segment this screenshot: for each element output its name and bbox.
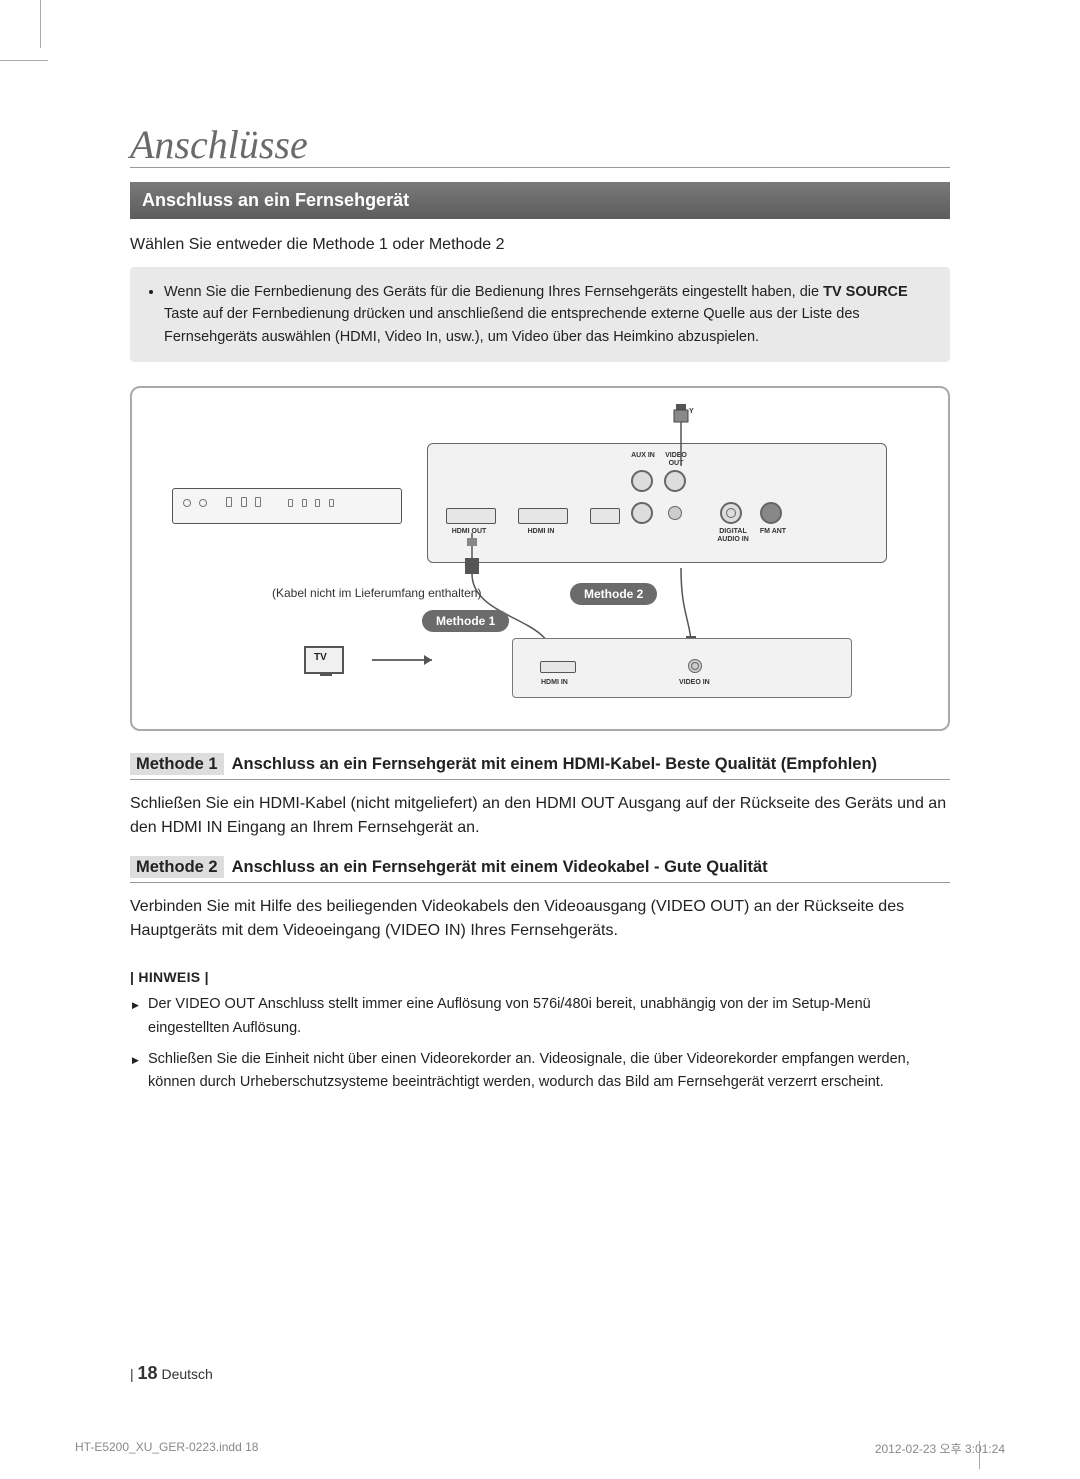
label-digital: DIGITAL AUDIO IN	[711, 528, 755, 543]
print-file: HT-E5200_XU_GER-0223.indd 18	[75, 1440, 258, 1457]
port-fm	[760, 502, 782, 524]
note-item: Schließen Sie die Einheit nicht über ein…	[130, 1048, 950, 1094]
method1-title: Anschluss an ein Fernsehgerät mit einem …	[232, 755, 877, 773]
device-front	[172, 488, 402, 524]
section-bar: Anschluss an ein Fernsehgerät	[130, 182, 950, 219]
port-hdmi-in	[518, 508, 568, 524]
port-video-out	[664, 470, 686, 492]
svg-text:Y: Y	[689, 408, 694, 415]
print-stamp: 2012-02-23 오후 3:01:24	[875, 1440, 1005, 1457]
method1-tag: Methode 1	[130, 753, 224, 775]
footer-sep: |	[130, 1366, 134, 1382]
device-rear: AUX IN VIDEO OUT HDMI OUT HDMI IN DIGITA…	[427, 443, 887, 563]
note-item: Der VIDEO OUT Anschluss stellt immer ein…	[130, 993, 950, 1039]
note-label: | HINWEIS |	[130, 969, 950, 985]
page-number: 18	[138, 1363, 158, 1383]
print-footer: HT-E5200_XU_GER-0223.indd 18 2012-02-23 …	[75, 1440, 1005, 1457]
label-hdmi-in: HDMI IN	[518, 528, 564, 536]
label-hdmi-out: HDMI OUT	[444, 528, 494, 536]
crop-mark	[0, 60, 48, 61]
method2-tag: Methode 2	[130, 856, 224, 878]
cable-plug-top: Y	[662, 402, 702, 444]
crop-mark	[979, 1441, 980, 1469]
tip-box: Wenn Sie die Fernbedienung des Geräts fü…	[130, 267, 950, 362]
method2-pill: Methode 2	[570, 583, 657, 605]
port-digital	[720, 502, 742, 524]
chapter-title: Anschlüsse	[130, 125, 950, 168]
method2-title: Anschluss an ein Fernsehgerät mit einem …	[232, 858, 768, 876]
port-aux2	[631, 502, 653, 524]
port-aux	[631, 470, 653, 492]
method2-heading: Methode 2 Anschluss an ein Fernsehgerät …	[130, 858, 950, 883]
footer-lang: Deutsch	[161, 1366, 212, 1382]
tv-video-port	[688, 659, 702, 673]
tv-hdmi-port	[540, 661, 576, 673]
port-hdmi-extra	[590, 508, 620, 524]
note-list: Der VIDEO OUT Anschluss stellt immer ein…	[130, 993, 950, 1094]
port-hdmi-out	[446, 508, 496, 524]
method1-heading: Methode 1 Anschluss an ein Fernsehgerät …	[130, 755, 950, 780]
label-video-out: VIDEO OUT	[660, 452, 692, 467]
cable-note: (Kabel nicht im Lieferumfang enthalten)	[272, 586, 481, 600]
method1-pill: Methode 1	[422, 610, 509, 632]
crop-mark	[40, 0, 41, 48]
intro-text: Wählen Sie entweder die Methode 1 oder M…	[130, 233, 950, 257]
tv-video-label: VIDEO IN	[679, 679, 710, 686]
page: Anschlüsse Anschluss an ein Fernsehgerät…	[0, 0, 1080, 1479]
page-footer: | 18 Deutsch	[130, 1363, 213, 1384]
method2-body: Verbinden Sie mit Hilfe des beiliegenden…	[130, 895, 950, 943]
label-aux-in: AUX IN	[630, 452, 656, 460]
port-small	[668, 506, 682, 520]
tv-hdmi-label: HDMI IN	[541, 679, 568, 686]
connection-diagram: AUX IN VIDEO OUT HDMI OUT HDMI IN DIGITA…	[130, 386, 950, 731]
label-fm: FM ANT	[756, 528, 790, 536]
tv-label: TV	[314, 652, 327, 663]
tip-bullet: Wenn Sie die Fernbedienung des Geräts fü…	[164, 281, 932, 348]
method1-body: Schließen Sie ein HDMI-Kabel (nicht mitg…	[130, 792, 950, 840]
tv-rear: HDMI IN VIDEO IN	[512, 638, 852, 698]
